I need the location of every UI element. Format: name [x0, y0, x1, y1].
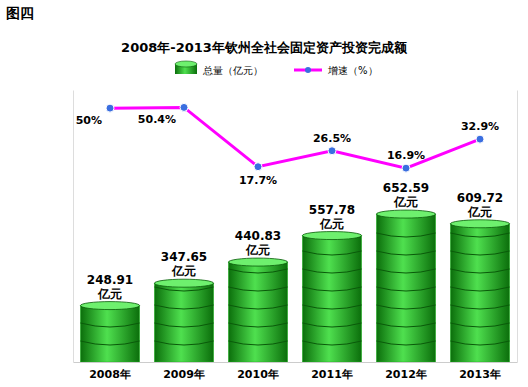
- legend-item: 增速（%）: [294, 65, 378, 76]
- bar-group: [302, 232, 361, 362]
- bar-group: [80, 302, 139, 362]
- bar-value-label: 248.91亿元: [87, 273, 133, 301]
- y-axis: [73, 91, 74, 363]
- bar: [154, 283, 213, 362]
- coin-edge: [302, 269, 361, 273]
- x-axis: 2008年 2009年 2010年 2011年 2012年 2013年: [74, 362, 518, 381]
- legend: 总量（亿元） 增速（%）: [175, 61, 378, 76]
- y2-axis: [517, 91, 518, 363]
- y-axis-line: [73, 91, 74, 363]
- coin-edge: [228, 305, 287, 309]
- bar-group: [154, 279, 213, 362]
- coin-edge: [302, 305, 361, 309]
- coin-edge: [450, 323, 509, 327]
- line-value-label: 16.9%: [387, 149, 425, 162]
- coin-edge: [376, 341, 435, 345]
- legend-swatch-top: [175, 61, 197, 67]
- bar-top: [228, 258, 287, 266]
- line-marker: [254, 163, 262, 171]
- figure-label: 图四: [6, 5, 34, 21]
- line-value-label: 32.9%: [461, 120, 499, 133]
- legend-label: 总量（亿元）: [202, 65, 263, 76]
- line-value-label: 17.7%: [239, 174, 277, 187]
- x-tick: 2009年: [163, 362, 205, 381]
- line-value-label: 26.5%: [313, 132, 351, 145]
- coin-edge: [450, 233, 509, 237]
- line-marker: [402, 164, 410, 172]
- bar: [302, 236, 361, 362]
- x-tick: 2013年: [459, 362, 501, 381]
- x-tick-label: 2009年: [163, 368, 205, 381]
- coin-edge: [154, 287, 213, 291]
- x-tick-label: 2011年: [311, 368, 353, 381]
- bar-value-label: 440.83亿元: [235, 229, 281, 257]
- bar-top: [376, 210, 435, 218]
- bar: [80, 306, 139, 362]
- line-marker: [180, 103, 188, 111]
- bar-value-label: 347.65亿元: [161, 250, 207, 278]
- bar-value-label: 557.78亿元: [309, 203, 355, 231]
- coin-edge: [450, 305, 509, 309]
- legend-label: 增速（%）: [327, 65, 378, 76]
- coin-edge: [376, 305, 435, 309]
- line-marker: [328, 147, 336, 155]
- line-marker: [106, 104, 114, 112]
- coin-edge: [228, 341, 287, 345]
- coin-edge: [450, 251, 509, 255]
- coin-edge: [302, 287, 361, 291]
- coin-edge: [302, 251, 361, 255]
- coin-edge: [228, 323, 287, 327]
- bar-value-label: 652.59亿元: [383, 181, 429, 209]
- line-value-label: 50.4%: [138, 113, 176, 126]
- coin-edge: [376, 323, 435, 327]
- bar-top: [154, 279, 213, 287]
- coin-edge: [302, 341, 361, 345]
- x-tick: 2010年: [237, 362, 279, 381]
- bar-top: [450, 220, 509, 228]
- line: [110, 107, 480, 168]
- coin-edge: [376, 269, 435, 273]
- coin-edge: [154, 305, 213, 309]
- x-tick: 2011年: [311, 362, 353, 381]
- bar-group: [376, 210, 435, 362]
- legend-swatch-marker: [305, 67, 311, 73]
- x-tick-label: 2010年: [237, 368, 279, 381]
- x-tick-label: 2008年: [89, 368, 131, 381]
- chart-title: 2008年-2013年钦州全社会固定资产投资完成额: [121, 40, 408, 55]
- bar: [376, 214, 435, 362]
- coin-edge: [228, 269, 287, 273]
- x-tick: 2008年: [89, 362, 131, 381]
- coin-edge: [80, 341, 139, 345]
- coin-edge: [80, 323, 139, 327]
- x-tick: 2012年: [385, 362, 427, 381]
- coin-edge: [376, 287, 435, 291]
- y2-axis-line: [517, 91, 518, 363]
- coin-edge: [450, 269, 509, 273]
- coin-edge: [376, 251, 435, 255]
- coin-edge: [450, 341, 509, 345]
- coin-edge: [228, 287, 287, 291]
- coin-edge: [302, 323, 361, 327]
- data-labels: 248.91亿元 347.65亿元 440.83亿元 557.78亿元 652.59亿元…: [76, 113, 504, 300]
- x-axis-line: [74, 362, 518, 363]
- line-marker: [476, 135, 484, 143]
- legend-item: 总量（亿元）: [175, 61, 263, 76]
- bar-group: [450, 220, 509, 362]
- bar-group: [228, 258, 287, 362]
- line-value-label: 50%: [76, 114, 102, 127]
- bar: [450, 224, 509, 362]
- bar-top: [80, 302, 139, 310]
- coin-edge: [450, 287, 509, 291]
- bar-top: [302, 232, 361, 240]
- coin-edge: [154, 323, 213, 327]
- bar-value-label: 609.72亿元: [457, 191, 503, 219]
- x-tick-label: 2013年: [459, 368, 501, 381]
- coin-edge: [154, 341, 213, 345]
- x-tick-label: 2012年: [385, 368, 427, 381]
- coin-edge: [376, 233, 435, 237]
- plot-marks: [80, 103, 509, 362]
- bar: [228, 262, 287, 362]
